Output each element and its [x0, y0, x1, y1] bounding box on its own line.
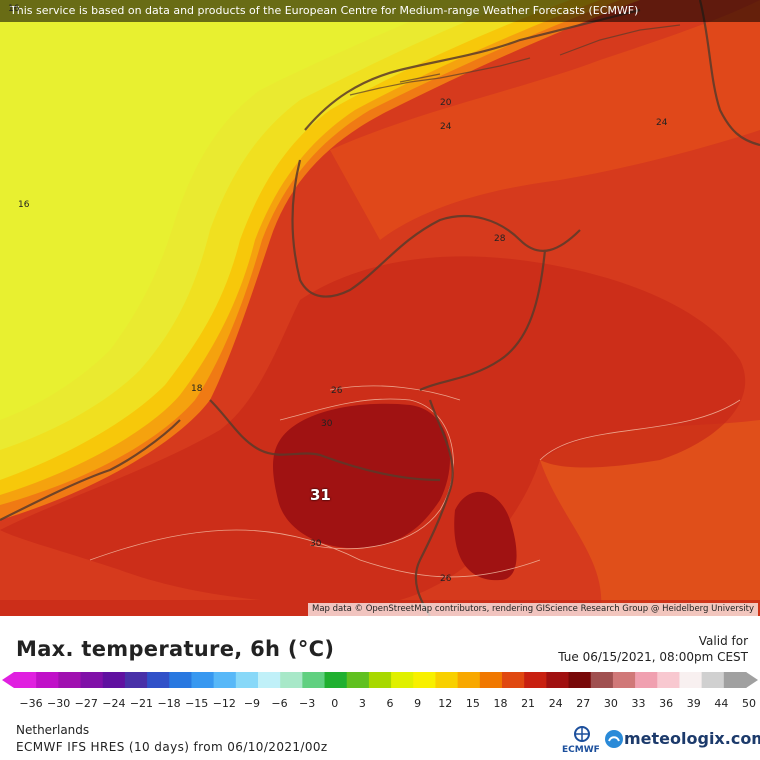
contour-label: 26 [440, 574, 452, 584]
legend-swatch [280, 672, 303, 688]
legend-swatch [14, 672, 37, 688]
map-warm-zone-east [540, 420, 760, 616]
legend-swatch [213, 672, 237, 688]
legend-swatch [235, 672, 259, 688]
valid-for-label: Valid for [698, 634, 748, 648]
legend-swatch [346, 672, 370, 688]
legend-swatch [258, 672, 281, 688]
ecmwf-notice-banner: This service is based on data and produc… [0, 0, 760, 22]
max-value-label: 31 [310, 486, 331, 504]
legend-tick-label: 21 [521, 697, 536, 710]
temperature-map[interactable] [0, 0, 760, 616]
legend-swatch [590, 672, 614, 688]
legend-tick-label: 18 [493, 697, 508, 710]
legend-swatch [147, 672, 170, 688]
legend-tick-label: −12 [212, 697, 236, 710]
color-legend-bar [2, 672, 758, 688]
map-sea-band-lime [0, 0, 460, 420]
meteologix-logo-text[interactable]: meteologix.com [624, 729, 760, 748]
map-isotherms [89, 385, 741, 578]
legend-tick-label: −15 [185, 697, 209, 710]
map-island-outlines [349, 24, 681, 96]
map-coast-band-ne [330, 0, 760, 240]
legend-tick-label: 24 [548, 697, 563, 710]
legend-tick-label: −3 [299, 697, 316, 710]
contour-label: 16 [8, 4, 20, 14]
legend-swatch [701, 672, 725, 688]
legend-tick-label: 33 [631, 697, 646, 710]
legend-swatch [657, 672, 680, 688]
legend-tick-label: −30 [47, 697, 71, 710]
legend-swatch [502, 672, 525, 688]
ecmwf-logo-icon[interactable] [562, 724, 602, 756]
legend-tick-label: −36 [19, 697, 43, 710]
legend-tick-label: −18 [157, 697, 181, 710]
legend-swatch [169, 672, 192, 688]
map-canvas [0, 0, 760, 616]
legend-swatch [302, 672, 326, 688]
legend-swatch [679, 672, 703, 688]
contour-label: 24 [440, 122, 452, 132]
map-borders [0, 0, 760, 616]
legend-tick-label: 30 [603, 697, 618, 710]
map-hot-core-west [273, 403, 450, 549]
legend-tick-label: −27 [74, 697, 98, 710]
legend-tick-label: 9 [414, 697, 422, 710]
legend-tick-label: 50 [742, 697, 756, 710]
legend-swatch [80, 672, 104, 688]
legend-swatch [568, 672, 592, 688]
legend-swatch [368, 672, 392, 688]
legend-swatch [612, 672, 636, 688]
legend-swatch [102, 672, 126, 688]
contour-label: 18 [191, 384, 203, 394]
contour-label: 16 [18, 200, 30, 210]
legend-tick-label: 39 [686, 697, 701, 710]
legend-tick-label: 15 [465, 697, 480, 710]
legend-swatch [546, 672, 570, 688]
legend-tick-label: 27 [576, 697, 591, 710]
legend-swatch [435, 672, 459, 688]
contour-label: 28 [494, 234, 506, 244]
legend-tick-label: −24 [102, 697, 126, 710]
model-run-info: ECMWF IFS HRES (10 days) from 06/10/2021… [16, 740, 328, 754]
legend-swatch [635, 672, 658, 688]
legend-tick-label: 0 [331, 697, 339, 710]
legend-tick-label: 44 [714, 697, 729, 710]
map-hot-core-east [454, 491, 517, 581]
valid-date: Tue 06/15/2021, 08:00pm CEST [558, 650, 748, 664]
legend-tick-label: 12 [438, 697, 453, 710]
legend-tick-label: 36 [659, 697, 674, 710]
legend-tick-label: −21 [129, 697, 154, 710]
contour-label: 30 [310, 539, 322, 549]
contour-label: 20 [440, 98, 452, 108]
meteologix-logo-icon[interactable] [604, 729, 624, 749]
legend-tick-label: −9 [243, 697, 261, 710]
legend-swatch [36, 672, 59, 688]
legend-swatch [324, 672, 348, 688]
legend-arrow-right [746, 672, 758, 688]
legend-arrow-left [2, 672, 14, 688]
legend-tick-label: 3 [358, 697, 366, 710]
legend-swatch [124, 672, 148, 688]
region-name: Netherlands [16, 723, 90, 737]
ecmwf-logo-text: ECMWF [562, 745, 600, 755]
contour-label: 24 [656, 118, 668, 128]
legend-swatch [723, 672, 747, 688]
legend-swatch [191, 672, 215, 688]
legend-swatch [58, 672, 82, 688]
contour-label: 26 [331, 386, 343, 396]
legend-tick-label: −6 [271, 697, 288, 710]
legend-swatch [524, 672, 547, 688]
map-title: Max. temperature, 6h (°C) [16, 637, 335, 661]
legend-swatch [457, 672, 481, 688]
legend-swatch [391, 672, 414, 688]
contour-label: 30 [321, 419, 333, 429]
map-attribution[interactable]: Map data © OpenStreetMap contributors, r… [308, 603, 758, 616]
legend-swatch [413, 672, 436, 688]
legend-swatch [479, 672, 503, 688]
legend-tick-label: 6 [386, 697, 394, 710]
